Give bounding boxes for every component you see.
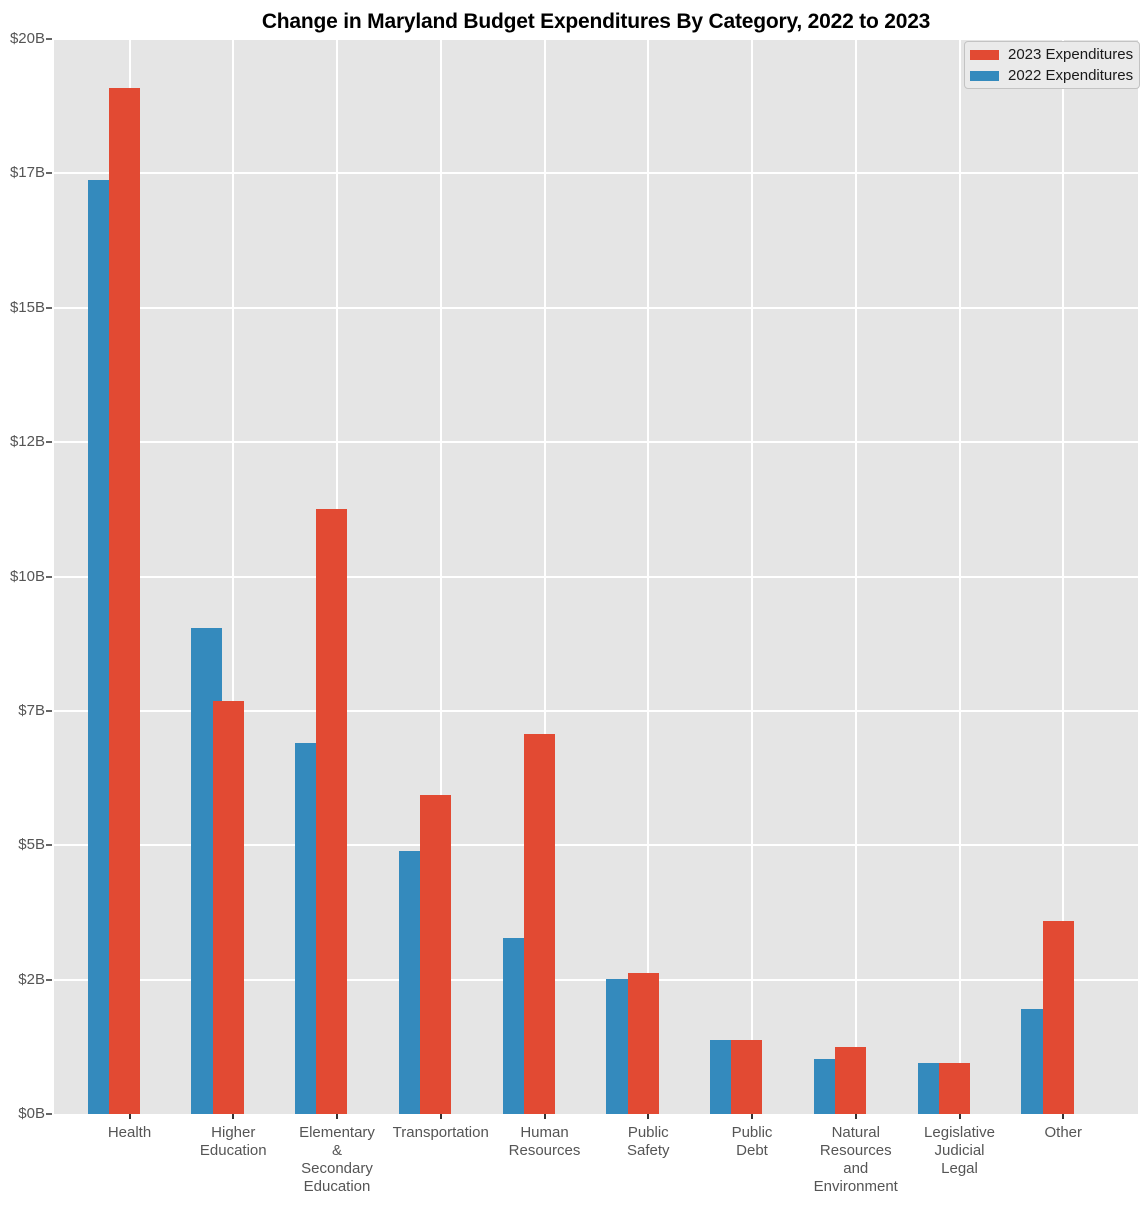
x-tick-mark [1062, 1114, 1065, 1119]
y-tick-label: $17B [9, 164, 45, 182]
v-gridline [958, 39, 961, 1114]
y-tick-mark [46, 38, 52, 40]
bar-2023-elementary-secondary-education [316, 509, 348, 1114]
y-tick-mark [46, 172, 52, 175]
v-gridline [232, 39, 235, 1114]
x-tick-mark [336, 1114, 338, 1119]
x-tick-mark [854, 1114, 857, 1119]
bar-2023-other [1042, 921, 1074, 1114]
h-gridline-$7B [54, 709, 1138, 712]
legend-label-2022: 2022 Expenditures [1008, 67, 1134, 84]
h-gridline-$20B [54, 38, 1138, 40]
legend-item-2023: 2023 Expenditures [965, 46, 1139, 63]
bar-2023-legislative-judicial-legal [938, 1062, 970, 1114]
v-gridline [543, 39, 546, 1114]
legend-swatch-2022 [970, 70, 999, 81]
v-gridline [1062, 39, 1065, 1114]
chart-title: Change in Maryland Budget Expenditures B… [261, 10, 931, 33]
x-tick-label-human-resources: Human Resources [508, 1124, 581, 1159]
y-tick-mark [46, 575, 52, 578]
y-tick-mark [46, 1113, 52, 1115]
h-gridline-$5B [54, 844, 1138, 847]
y-tick-label: $2B [18, 970, 45, 988]
x-tick-mark [232, 1114, 235, 1119]
bar-2023-health [108, 87, 140, 1114]
v-gridline [439, 39, 442, 1114]
x-tick-label-higher-education: Higher Education [199, 1124, 267, 1159]
y-tick-mark [46, 844, 52, 847]
v-gridline [751, 39, 753, 1114]
h-gridline-$17B [54, 172, 1138, 175]
y-tick-label: $15B [9, 298, 45, 316]
x-tick-label-health: Health [107, 1124, 152, 1141]
h-gridline-$15B [54, 306, 1138, 309]
x-tick-mark [128, 1114, 131, 1119]
x-tick-mark [751, 1114, 753, 1119]
bar-2023-higher-education [212, 701, 244, 1114]
x-tick-label-legislative-judicial-legal: Legislative Judicial Legal [924, 1124, 995, 1177]
x-tick-label-transportation: Transportation [392, 1124, 489, 1141]
y-tick-label: $10B [9, 567, 45, 585]
y-tick-mark [46, 709, 52, 712]
legend: 2023 Expenditures 2022 Expenditures [964, 41, 1140, 89]
y-tick-label: $5B [18, 836, 45, 854]
legend-item-2022: 2022 Expenditures [965, 67, 1139, 84]
y-tick-label: $12B [9, 433, 45, 451]
x-tick-mark [543, 1114, 546, 1119]
x-tick-label-other: Other [1044, 1124, 1082, 1141]
v-gridline [647, 39, 650, 1114]
y-tick-mark [46, 306, 52, 309]
y-tick-label: $7B [18, 701, 45, 719]
legend-label-2023: 2023 Expenditures [1008, 46, 1134, 63]
x-tick-mark [958, 1114, 961, 1119]
x-tick-label-elementary-secondary-education: Elementary & Secondary Education [299, 1124, 375, 1195]
x-tick-mark [439, 1114, 442, 1119]
x-tick-label-public-safety: Public Safety [626, 1124, 670, 1159]
y-tick-mark [46, 978, 52, 981]
bar-2023-natural-resources-and-environment [835, 1047, 867, 1114]
bar-2023-human-resources [523, 733, 555, 1114]
x-tick-mark [647, 1114, 650, 1119]
y-tick-label: $20B [9, 30, 45, 47]
bar-2023-transportation [420, 794, 452, 1114]
plot-area [54, 38, 1138, 1114]
y-tick-label: $0B [18, 1105, 45, 1122]
y-tick-mark [46, 441, 52, 444]
legend-swatch-2023 [970, 49, 999, 60]
x-tick-label-natural-resources-and-environment: Natural Resources and Environment [813, 1124, 898, 1195]
h-gridline-$12B [54, 441, 1138, 444]
bar-2023-public-safety [627, 973, 659, 1114]
x-tick-label-public-debt: Public Debt [731, 1124, 773, 1159]
bar-2023-public-debt [731, 1039, 763, 1114]
h-gridline-$10B [54, 575, 1138, 578]
h-gridline-$2B [54, 978, 1138, 981]
v-gridline [854, 39, 857, 1114]
